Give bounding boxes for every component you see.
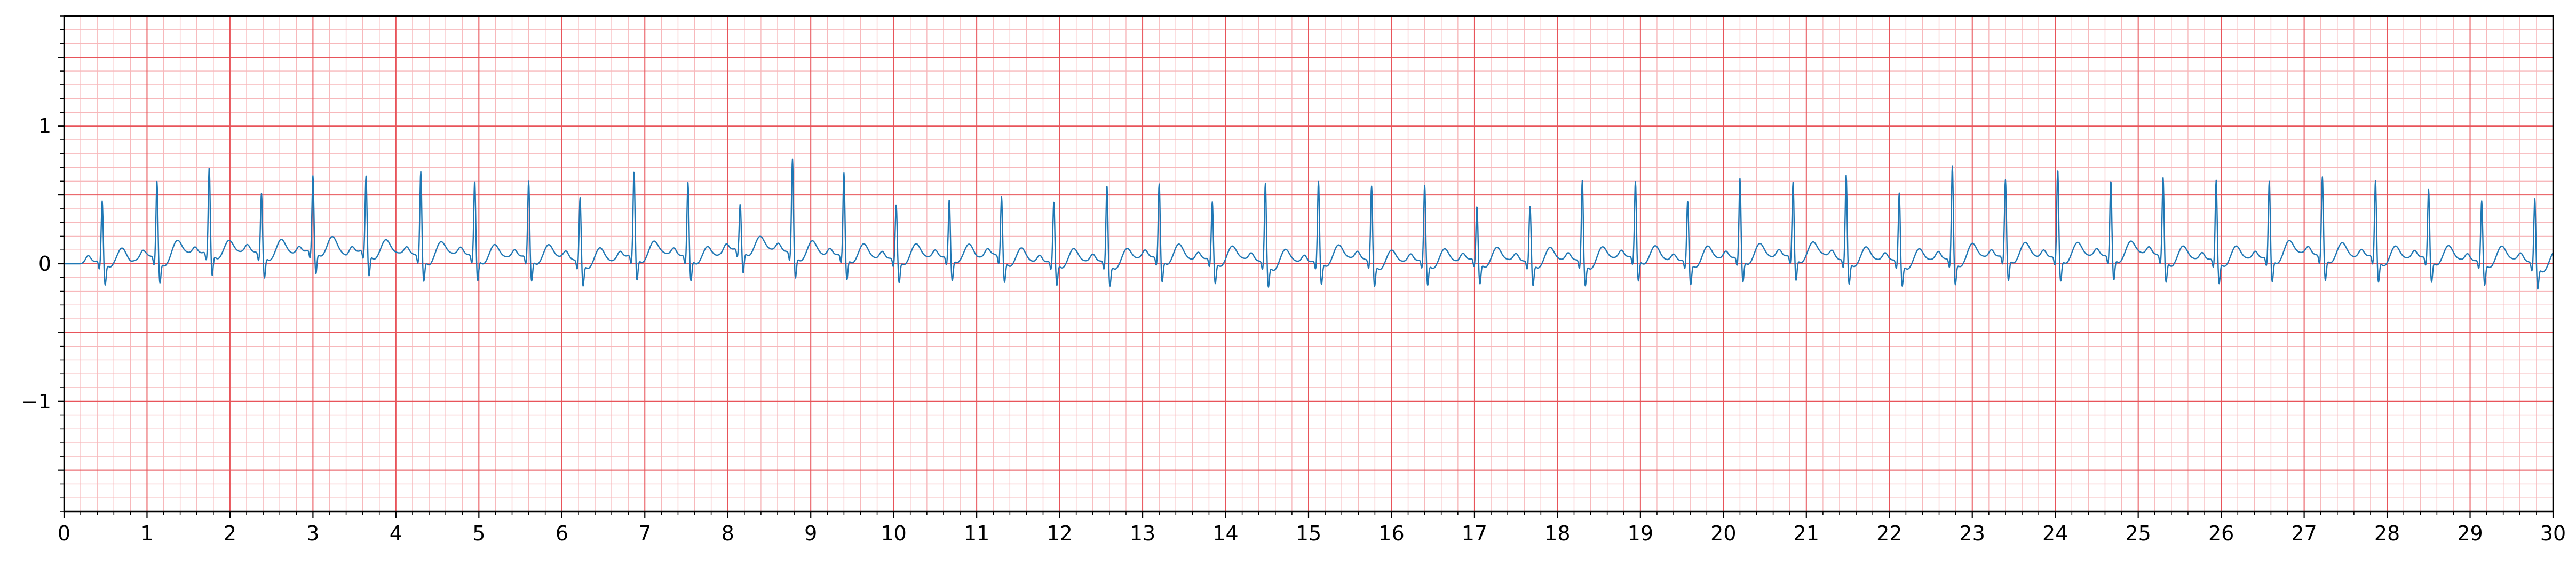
x-tick-label: 0 xyxy=(58,522,70,545)
x-tick-label: 18 xyxy=(1544,522,1570,545)
x-tick-label: 12 xyxy=(1047,522,1072,545)
x-tick-label: 13 xyxy=(1130,522,1155,545)
x-tick-label: 16 xyxy=(1378,522,1404,545)
x-tick-label: 30 xyxy=(2540,522,2566,545)
x-tick-label: 15 xyxy=(1296,522,1321,545)
x-tick-label: 27 xyxy=(2291,522,2317,545)
x-tick-label: 20 xyxy=(1710,522,1736,545)
x-tick-label: 19 xyxy=(1628,522,1653,545)
x-tick-label: 11 xyxy=(964,522,989,545)
x-axis: 0 1 2 3 4 5 6 7 8 9 10 11 12 13 14 15 16 17 18 19 20 21 22 23 24… xyxy=(58,512,2566,545)
x-tick-label: 17 xyxy=(1462,522,1487,545)
x-tick-label: 23 xyxy=(1960,522,1985,545)
y-axis: −1 0 1 xyxy=(21,15,64,512)
x-tick-label: 10 xyxy=(881,522,906,545)
x-tick-label: 8 xyxy=(722,522,734,545)
x-tick-label: 26 xyxy=(2208,522,2234,545)
x-tick-label: 2 xyxy=(224,522,236,545)
series-line-ecg xyxy=(64,158,2553,290)
y-tick-label: −1 xyxy=(21,390,51,413)
x-tick-label: 1 xyxy=(140,522,153,545)
y-tick-label: 0 xyxy=(38,252,51,276)
x-tick-label: 4 xyxy=(390,522,402,545)
x-tick-label: 28 xyxy=(2374,522,2400,545)
x-tick-label: 3 xyxy=(306,522,319,545)
x-tick-label: 5 xyxy=(472,522,485,545)
x-tick-label: 6 xyxy=(556,522,568,545)
y-tick-label: 1 xyxy=(38,114,51,138)
x-tick-label: 21 xyxy=(1794,522,1819,545)
x-tick-label: 22 xyxy=(1876,522,1902,545)
x-tick-label: 25 xyxy=(2125,522,2151,545)
plot-area xyxy=(64,158,2553,290)
x-tick-label: 24 xyxy=(2042,522,2068,545)
x-tick-label: 9 xyxy=(804,522,817,545)
x-tick-label: 14 xyxy=(1212,522,1238,545)
x-tick-label: 29 xyxy=(2457,522,2483,545)
x-tick-label: 7 xyxy=(638,522,651,545)
